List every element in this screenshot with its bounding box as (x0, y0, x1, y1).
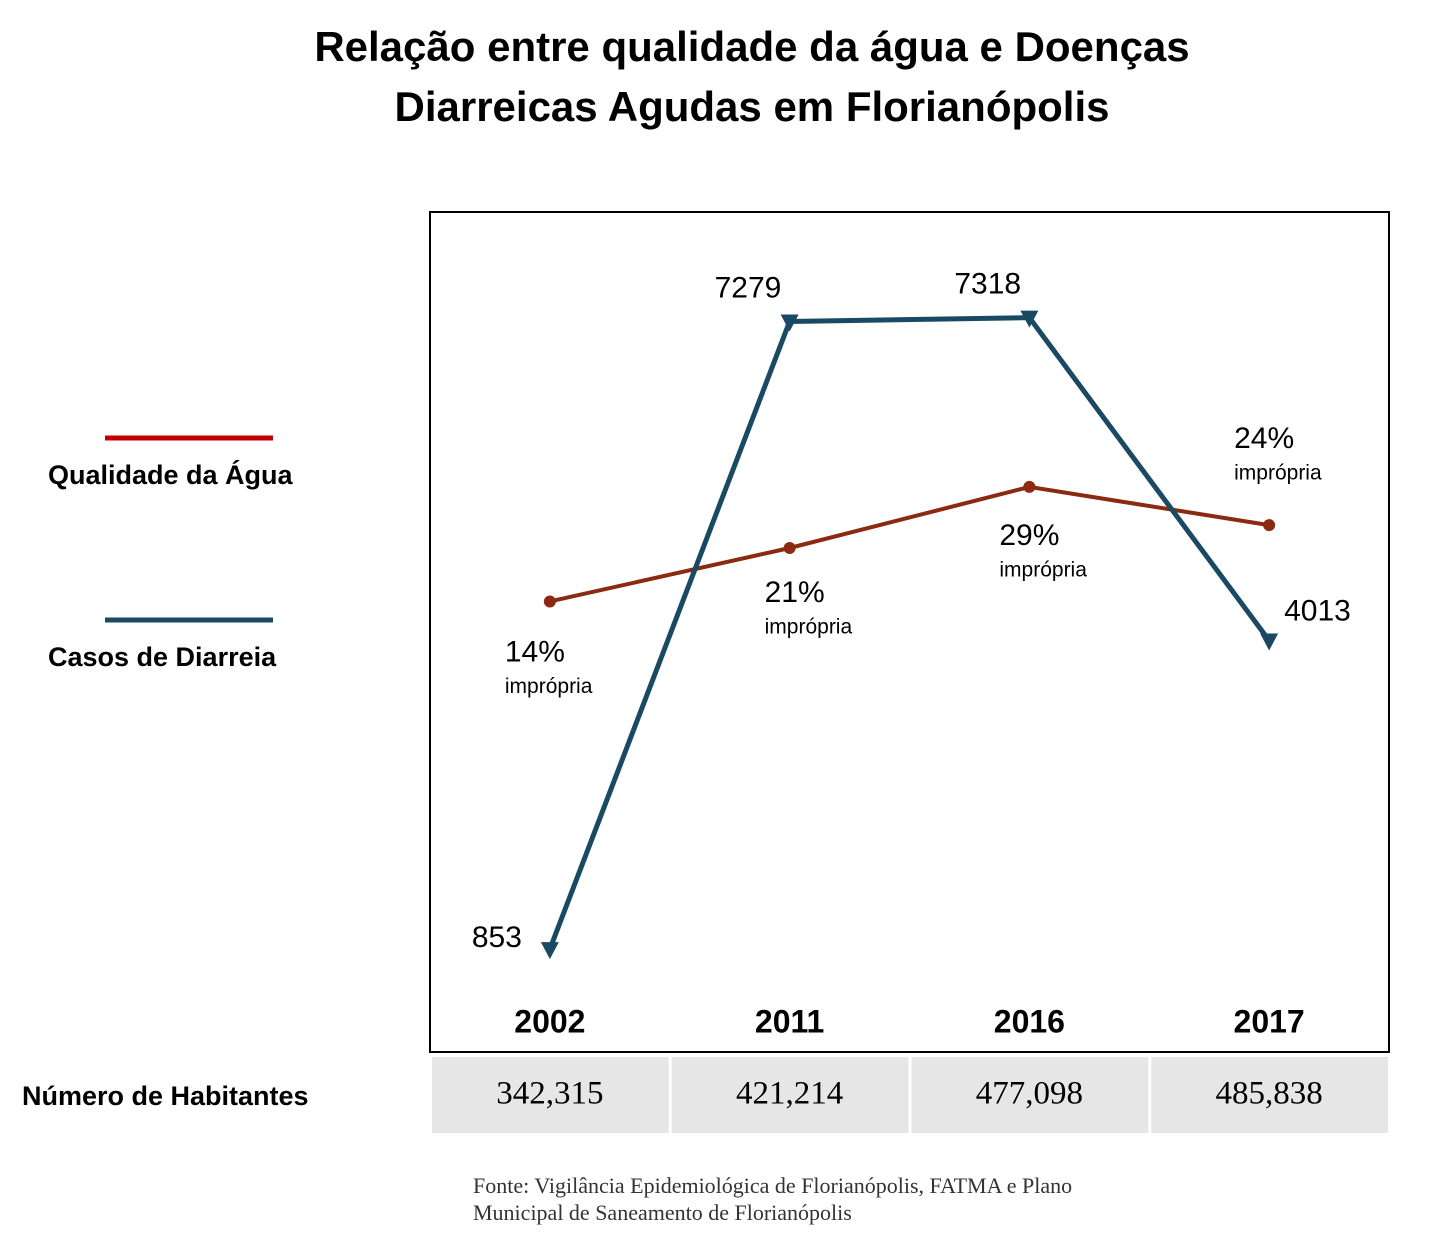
value-note: imprópria (999, 558, 1087, 581)
table-cell (1151, 1057, 1388, 1133)
value-label: 14% (505, 635, 565, 668)
value-note: imprópria (505, 675, 593, 698)
marker (543, 595, 556, 608)
x-tick-label: 2011 (755, 1003, 824, 1039)
legend-label: Qualidade da Água (48, 459, 294, 490)
marker (1263, 519, 1276, 532)
marker (1260, 633, 1279, 651)
table-label: Número de Habitantes (22, 1081, 309, 1111)
value-note: imprópria (1234, 462, 1322, 485)
marker (780, 314, 799, 332)
value-note: imprópria (765, 616, 853, 639)
value-label: 21% (765, 576, 825, 609)
source: Fonte: Vigilância Epidemiológica de Flor… (473, 1173, 1072, 1198)
marker (540, 942, 559, 960)
value-label: 7279 (715, 271, 782, 304)
x-tick-label: 2016 (994, 1003, 1065, 1039)
x-tick-label: 2017 (1234, 1003, 1305, 1039)
series-line (549, 484, 1270, 604)
table-cell (432, 1057, 669, 1133)
table-value: 485,838 (1216, 1076, 1323, 1112)
marker (1023, 480, 1036, 493)
x-tick-label: 2002 (514, 1003, 585, 1039)
series-line (547, 315, 1272, 951)
table-value: 477,098 (976, 1076, 1083, 1112)
value-label: 853 (472, 921, 522, 954)
chart-title: Diarreicas Agudas em Florianópolis (395, 83, 1110, 130)
legend-label: Casos de Diarreia (48, 642, 277, 672)
marker (1020, 310, 1039, 328)
table-value: 421,214 (736, 1076, 843, 1112)
value-label: 7318 (954, 268, 1021, 301)
value-label: 24% (1234, 422, 1294, 455)
source: Municipal de Saneamento de Florianópolis (473, 1200, 852, 1225)
value-label: 4013 (1284, 594, 1351, 627)
table-cell (671, 1057, 909, 1133)
plot-frame (429, 211, 1390, 1053)
chart-title: Relação entre qualidade da água e Doença… (314, 23, 1189, 70)
marker (783, 542, 796, 554)
table-value: 342,315 (496, 1076, 603, 1112)
value-label: 29% (999, 519, 1059, 552)
table-cell (911, 1057, 1149, 1133)
